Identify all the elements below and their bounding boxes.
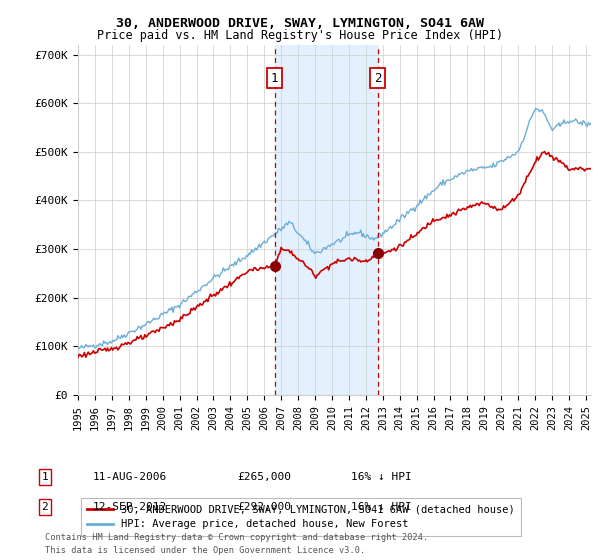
Text: £292,000: £292,000 [237,502,291,512]
Text: This data is licensed under the Open Government Licence v3.0.: This data is licensed under the Open Gov… [45,546,365,555]
Text: 2: 2 [374,72,382,85]
Text: 30, ANDERWOOD DRIVE, SWAY, LYMINGTON, SO41 6AW: 30, ANDERWOOD DRIVE, SWAY, LYMINGTON, SO… [116,17,484,30]
Text: 12-SEP-2012: 12-SEP-2012 [93,502,167,512]
Legend: 30, ANDERWOOD DRIVE, SWAY, LYMINGTON, SO41 6AW (detached house), HPI: Average pr: 30, ANDERWOOD DRIVE, SWAY, LYMINGTON, SO… [80,498,521,536]
Text: Contains HM Land Registry data © Crown copyright and database right 2024.: Contains HM Land Registry data © Crown c… [45,533,428,542]
Text: 1: 1 [271,72,278,85]
Text: £265,000: £265,000 [237,472,291,482]
Text: 1: 1 [41,472,49,482]
Text: 16% ↓ HPI: 16% ↓ HPI [351,502,412,512]
Text: 11-AUG-2006: 11-AUG-2006 [93,472,167,482]
Text: 2: 2 [41,502,49,512]
Text: Price paid vs. HM Land Registry's House Price Index (HPI): Price paid vs. HM Land Registry's House … [97,29,503,42]
Bar [275,45,377,395]
Text: 16% ↓ HPI: 16% ↓ HPI [351,472,412,482]
